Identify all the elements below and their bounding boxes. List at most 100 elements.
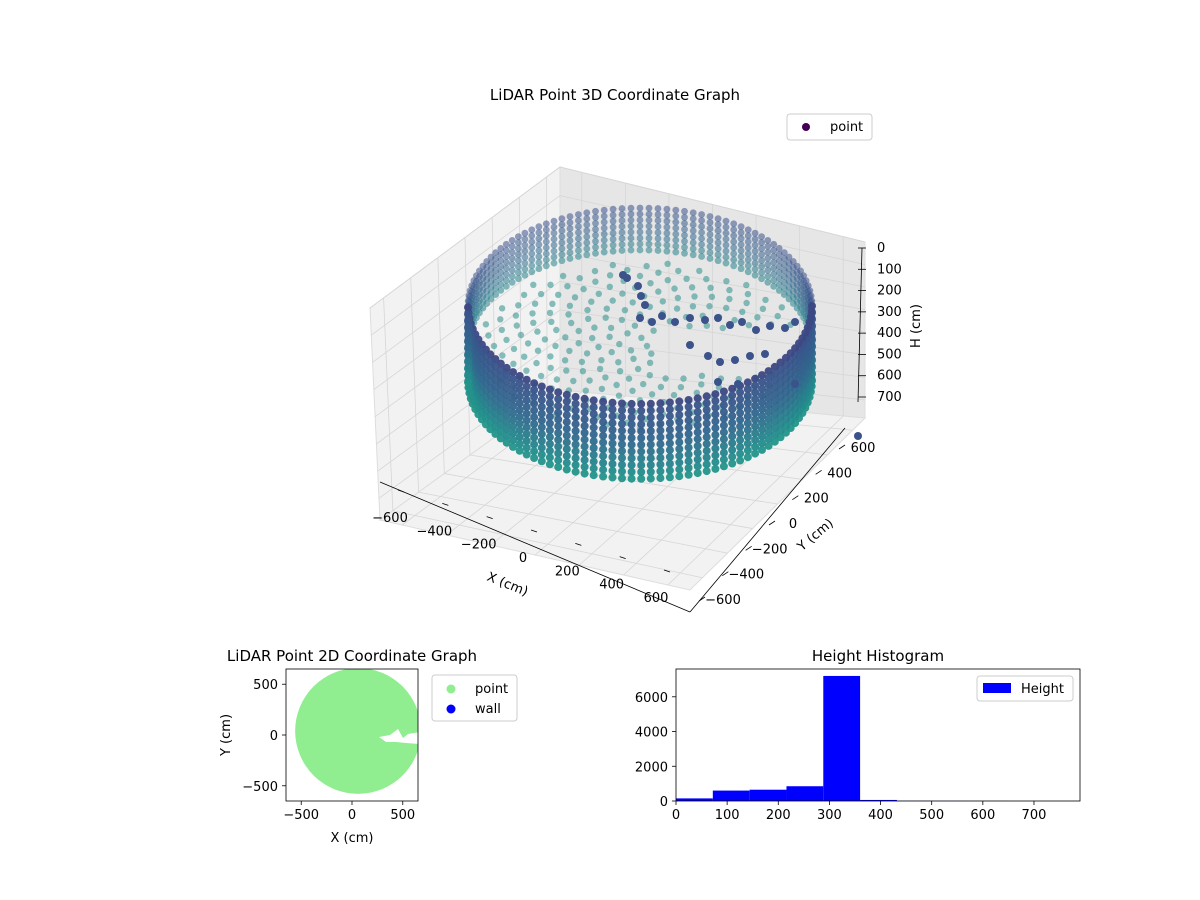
wall-point [528,262,536,270]
wall-point [627,413,636,422]
wall-point [751,388,760,397]
floor-point [608,348,615,356]
wall-point [492,261,500,268]
y-tick-label: 4000 [635,726,668,741]
wall-point [775,251,783,258]
wall-point [627,406,636,415]
wall-point [744,262,752,270]
wall-point [571,467,580,476]
wall-point [618,460,626,469]
wall-point [492,267,500,274]
wall-point [702,426,711,435]
wall-point [562,404,571,413]
floor-point [630,355,637,362]
wall-point [663,205,671,213]
x-tick-label: 500 [390,808,415,823]
wall-point [592,207,599,215]
floor-point [566,347,573,355]
hist-bar [712,790,750,801]
floor-point [650,327,657,334]
wall-point [681,207,688,215]
wall-point [580,415,589,424]
wall-point [592,243,599,251]
wall-point [627,204,635,212]
wall-point [758,439,766,448]
wall-point [627,210,635,218]
wall-point [751,271,759,279]
plot-2d-ylabel: Y (cm) [219,714,234,757]
floor-point [498,326,505,334]
wall-point [491,429,500,438]
wall-point [583,209,591,217]
floor-point [482,321,490,328]
wall-point [764,380,773,389]
floor-point [523,367,530,374]
wall-point [600,218,608,226]
wall-point [592,231,599,239]
wall-point [693,407,702,416]
wall-point [728,439,737,448]
wall-point [592,249,599,257]
floor-point [774,312,781,320]
wall-point [719,421,728,430]
wall-point [736,422,745,431]
wall-point [684,423,693,432]
wall-point [618,217,626,224]
object-point [766,322,774,330]
wall-point [702,460,711,469]
wall-point [509,429,517,438]
floor-point [646,372,653,379]
floor-point [585,315,592,322]
floor-point [638,334,645,341]
floor-point [530,281,537,288]
wall-point [672,218,680,226]
wall-point [736,402,745,411]
wall-point [515,251,522,259]
wall-point [770,252,778,260]
wall-point [528,232,536,240]
floor-point [648,391,656,398]
floor-point [743,281,750,289]
y-tick-mark [792,495,799,500]
wall-point [537,457,546,466]
wall-point [770,362,779,371]
wall-point [758,275,765,283]
wall-point [464,337,472,346]
wall-point [618,467,626,476]
wall-point [483,300,491,307]
floor-point [745,322,753,329]
wall-point [665,425,674,434]
wall-point [672,230,680,238]
wall-point [537,423,546,432]
wall-point [599,397,608,406]
wall-point [645,222,653,230]
wall-point [689,215,697,223]
wall-point [675,451,684,460]
wall-point [675,404,684,413]
x-tick-mark [486,516,493,520]
wall-point [672,206,680,214]
wall-point [589,430,598,439]
wall-point [509,422,517,431]
wall-point [736,429,745,438]
wall-point [684,416,693,425]
floor-point [691,293,698,300]
wall-point [711,396,720,405]
floor-point [524,340,532,347]
wall-point [719,462,728,471]
object-point [714,314,722,322]
ticks-2d: −500 −500 0 0 500 500 [242,678,415,823]
wall-point [656,467,665,476]
wall-point [775,257,783,264]
wall-point [636,210,644,218]
x-tick-label: 400 [599,578,624,593]
wall-point [764,407,773,416]
wall-point [743,385,752,394]
wall-point [580,408,589,417]
floor-point [655,288,662,295]
floor-point [754,314,761,321]
wall-point [770,270,778,278]
wall-point [528,250,536,258]
floor-point [615,359,622,366]
wall-point [508,243,516,250]
